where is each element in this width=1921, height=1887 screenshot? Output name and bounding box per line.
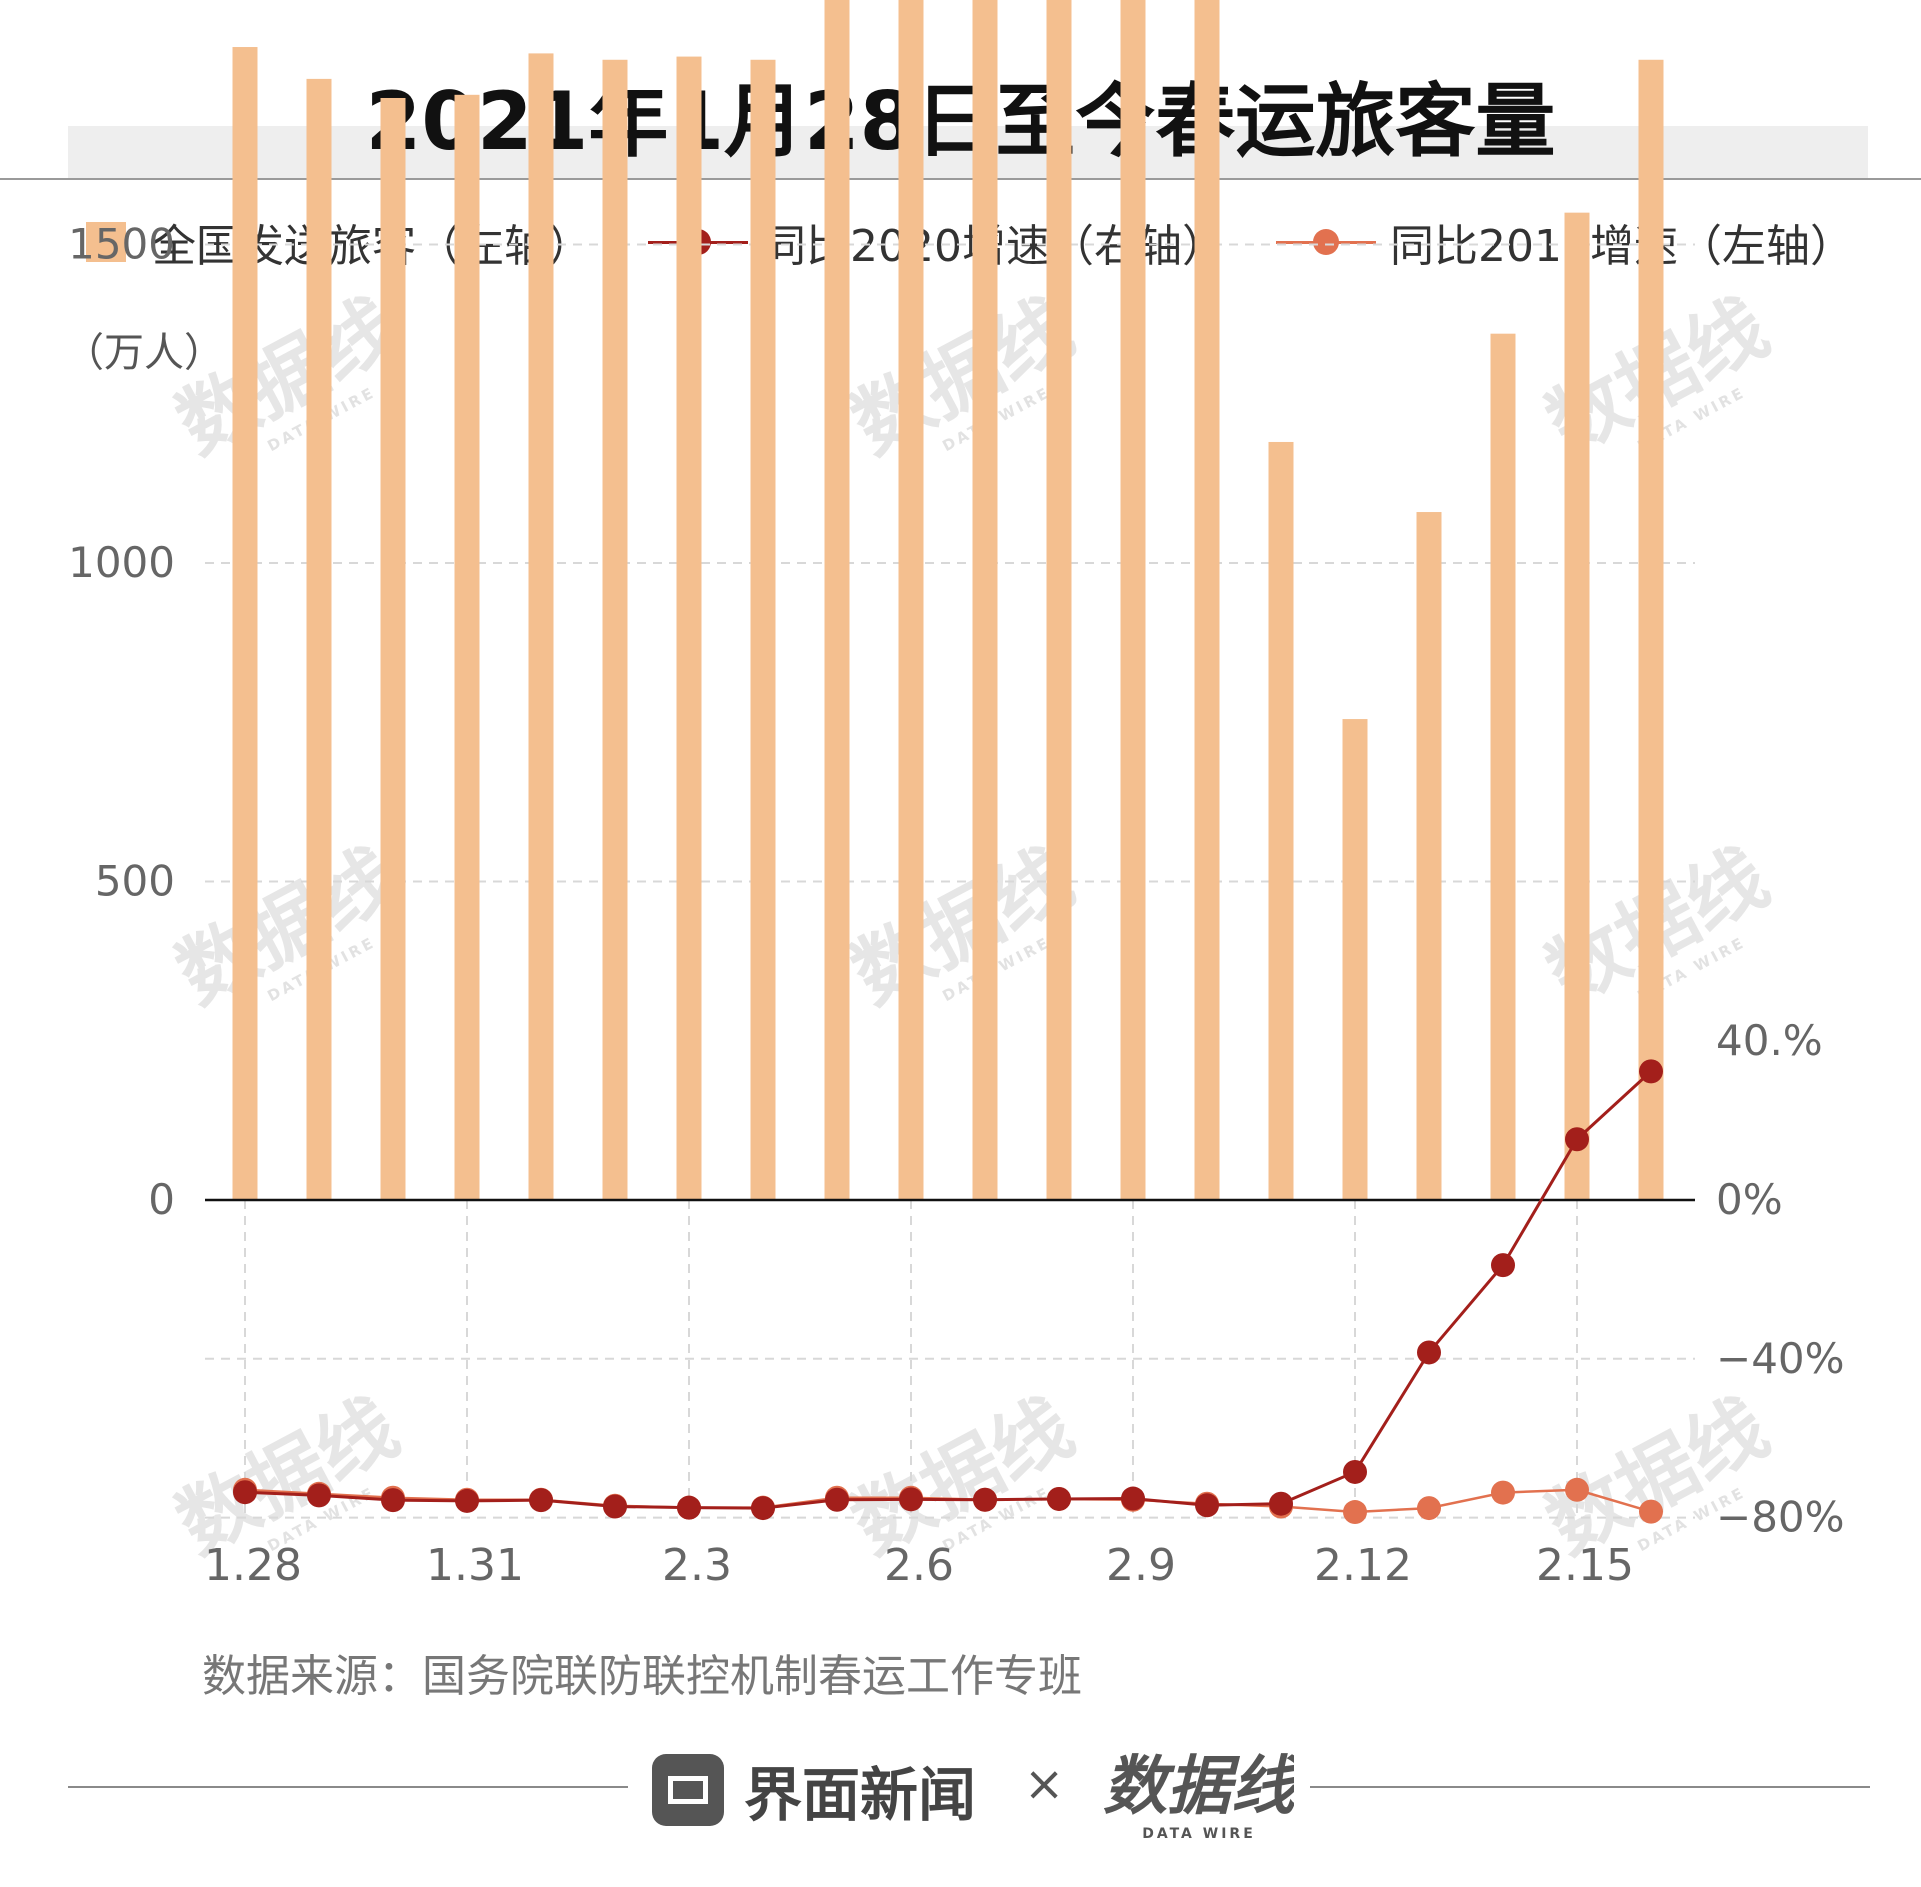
datawire-logo-sub: DATA WIRE: [1142, 1826, 1256, 1842]
x-tick-2.3: 2.3: [662, 1540, 732, 1591]
bar-1.29: [306, 78, 332, 1200]
left-tick-500: 500: [95, 857, 175, 906]
brand-name: 界面新闻: [744, 1761, 977, 1829]
point-yoy-2020-2.10: [1195, 1493, 1219, 1518]
left-tick-0: 0: [148, 1175, 175, 1224]
x-tick-2.6: 2.6: [884, 1540, 954, 1591]
point-yoy-2020-2.13: [1417, 1340, 1441, 1365]
bar-2.1: [528, 53, 554, 1200]
bar-1.28: [232, 47, 258, 1200]
point-yoy-2019-2.13: [1417, 1496, 1441, 1521]
point-yoy-2020-2.4: [751, 1496, 775, 1521]
point-yoy-2019-2.15: [1565, 1477, 1589, 1502]
bar-2.4: [750, 59, 776, 1200]
point-yoy-2020-2.16: [1639, 1059, 1663, 1084]
chart-title: 2021年1月28日至今春运旅客量: [365, 75, 1556, 168]
point-yoy-2020-2.7: [973, 1487, 997, 1512]
x-tick-2.12: 2.12: [1314, 1540, 1412, 1591]
point-yoy-2020-2.11: [1269, 1491, 1293, 1516]
point-yoy-2020-2.6: [899, 1487, 923, 1512]
point-yoy-2020-1.31: [455, 1488, 479, 1513]
point-yoy-2019-2.12: [1343, 1500, 1367, 1525]
legend-marker-yoy-2019: [1276, 222, 1376, 262]
point-yoy-2020-1.30: [381, 1488, 405, 1513]
footer-rule-left: [68, 1786, 628, 1788]
bar-2.11: [1268, 441, 1294, 1201]
right-tick-0: 40.%: [1716, 1016, 1823, 1065]
bar-2.8: [1046, 0, 1072, 1200]
footer-rule-right: [1310, 1786, 1870, 1788]
point-yoy-2019-2.16: [1639, 1499, 1663, 1524]
x-tick-1.28: 1.28: [204, 1540, 302, 1591]
legend-swatch-passengers: [86, 222, 126, 262]
bar-2.13: [1416, 512, 1442, 1200]
series-line-yoy-2020: [244, 1070, 1653, 1510]
bar-2.3: [676, 56, 702, 1201]
bar-2.9: [1120, 0, 1146, 1200]
x-tick-1.31: 1.31: [426, 1540, 524, 1591]
title-band: [68, 126, 1868, 178]
right-tick-2: −40%: [1716, 1334, 1845, 1383]
bar-2.7: [972, 0, 998, 1201]
title-divider: [0, 178, 1921, 180]
brand-times: ×: [1024, 1756, 1065, 1812]
legend-label-passengers: 全国发送旅客（左轴）: [152, 221, 592, 272]
x-tick-2.9: 2.9: [1106, 1540, 1176, 1591]
datawire-logo: 数据线 DATA WIRE: [1104, 1750, 1294, 1842]
bar-1.31: [454, 94, 480, 1200]
bar-2.2: [602, 59, 628, 1200]
legend-item-passengers: 全国发送旅客（左轴）: [86, 212, 592, 272]
jiemian-logo-icon: [652, 1754, 724, 1826]
bar-2.10: [1194, 0, 1220, 1200]
point-yoy-2020-2.12: [1343, 1459, 1367, 1484]
brand-jiemian: 界面新闻: [652, 1748, 976, 1832]
point-yoy-2019-2.14: [1491, 1480, 1515, 1505]
bar-2.5: [824, 0, 850, 1201]
bar-2.16: [1638, 59, 1664, 1200]
point-yoy-2020-2.1: [529, 1488, 553, 1513]
point-yoy-2020-1.28: [233, 1480, 257, 1505]
point-yoy-2020-2.9: [1121, 1486, 1145, 1511]
point-yoy-2020-2.15: [1565, 1127, 1589, 1152]
right-tick-3: −80%: [1716, 1493, 1845, 1542]
point-yoy-2020-1.29: [307, 1483, 331, 1508]
bar-2.6: [898, 0, 924, 1201]
legend-label-yoy-2019: 同比2019增速（左轴）: [1390, 221, 1854, 272]
left-axis-unit: （万人）: [64, 330, 224, 376]
legend-item-yoy-2019: 同比2019增速（左轴）: [1276, 212, 1854, 272]
bar-2.12: [1342, 719, 1368, 1200]
point-yoy-2020-2.8: [1047, 1486, 1071, 1511]
bar-1.30: [380, 97, 406, 1201]
point-yoy-2020-2.2: [603, 1494, 627, 1519]
data-source-note: 数据来源：国务院联防联控机制春运工作专班: [202, 1651, 1082, 1702]
datawire-logo-text: 数据线: [1104, 1750, 1294, 1824]
x-tick-2.15: 2.15: [1536, 1540, 1634, 1591]
bar-2.15: [1564, 212, 1590, 1200]
right-tick-1: 0%: [1716, 1175, 1783, 1224]
left-tick-1500: 1500: [68, 220, 175, 269]
point-yoy-2020-2.3: [677, 1495, 701, 1520]
left-tick-1000: 1000: [68, 538, 175, 587]
point-yoy-2020-2.14: [1491, 1253, 1515, 1278]
point-yoy-2020-2.5: [825, 1487, 849, 1512]
bar-2.14: [1490, 333, 1516, 1200]
